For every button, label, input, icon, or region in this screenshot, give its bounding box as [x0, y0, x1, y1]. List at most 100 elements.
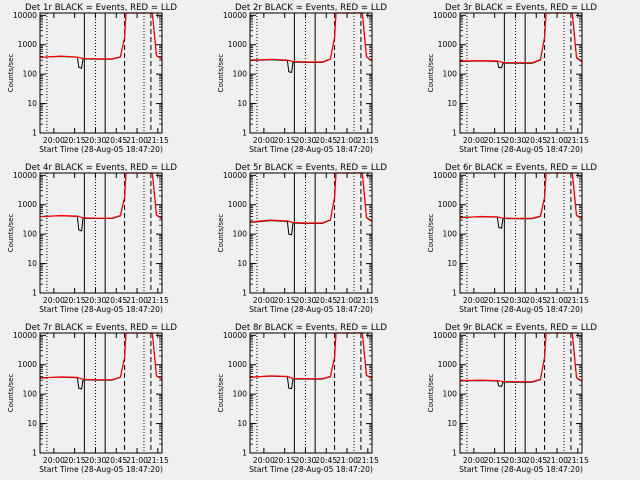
x-tick-label: 20:15	[64, 296, 86, 305]
x-tick-label: 21:00	[336, 296, 358, 305]
detector-panel: Det 5r BLACK = Events, RED = LLD Counts/s…	[217, 163, 387, 314]
y-tick-label: 1000	[438, 40, 457, 49]
plot-frame	[39, 12, 163, 134]
y-tick-label: 1	[452, 449, 457, 458]
x-tick-label: 20:00	[253, 456, 275, 465]
x-tick-label: 20:45	[315, 296, 337, 305]
x-tick-label: 20:00	[253, 136, 275, 145]
y-tick-label: 100	[23, 70, 38, 79]
x-tick-label: 20:45	[105, 296, 127, 305]
detector-panel: Det 1r BLACK = Events, RED = LLD Counts/s…	[7, 3, 177, 154]
x-tick-label: 21:00	[336, 456, 358, 465]
x-tick-label: 20:00	[463, 136, 485, 145]
x-tick-label: 20:45	[105, 456, 127, 465]
y-tick-label: 10	[27, 419, 37, 428]
x-tick-label: 20:30	[505, 136, 527, 145]
panel-title: Det 3r BLACK = Events, RED = LLD	[445, 3, 597, 13]
y-tick-label: 1	[242, 289, 247, 298]
y-tick-label: 100	[23, 230, 38, 239]
x-axis-label: Start Time (28-Aug-05 18:47:20)	[249, 305, 373, 314]
x-tick-label: 20:00	[43, 136, 65, 145]
y-axis-label: Counts/sec	[7, 54, 15, 93]
y-tick-label: 100	[443, 230, 458, 239]
y-axis-label: Counts/sec	[217, 54, 225, 93]
x-tick-label: 20:45	[525, 296, 547, 305]
plot-frame	[249, 12, 373, 134]
x-tick-label: 21:15	[357, 456, 379, 465]
x-tick-label: 21:00	[546, 296, 568, 305]
plot-frame	[249, 332, 373, 454]
y-tick-label: 100	[233, 70, 248, 79]
detector-panel: Det 2r BLACK = Events, RED = LLD Counts/s…	[217, 3, 387, 154]
x-tick-label: 20:15	[274, 136, 296, 145]
plot-frame	[39, 172, 163, 294]
y-tick-label: 1	[32, 449, 37, 458]
y-tick-label: 1	[452, 129, 457, 138]
x-tick-label: 20:30	[505, 456, 527, 465]
y-tick-label: 1000	[18, 40, 37, 49]
plot-frame	[249, 172, 373, 294]
x-tick-label: 21:00	[336, 136, 358, 145]
y-tick-label: 10000	[433, 171, 457, 180]
x-axis-label: Start Time (28-Aug-05 18:47:20)	[459, 465, 583, 474]
x-tick-label: 20:15	[274, 296, 296, 305]
plot-frame	[459, 172, 583, 294]
x-tick-label: 20:45	[315, 456, 337, 465]
x-axis-label: Start Time (28-Aug-05 18:47:20)	[39, 465, 163, 474]
y-tick-label: 1	[242, 129, 247, 138]
x-tick-label: 20:30	[85, 296, 107, 305]
y-tick-label: 1000	[228, 40, 247, 49]
detector-panel: Det 8r BLACK = Events, RED = LLD Counts/s…	[217, 323, 387, 474]
y-tick-label: 10	[237, 419, 247, 428]
x-axis-label: Start Time (28-Aug-05 18:47:20)	[39, 305, 163, 314]
y-axis-label: Counts/sec	[7, 374, 15, 413]
y-tick-label: 100	[443, 390, 458, 399]
y-axis-label: Counts/sec	[7, 214, 15, 253]
x-tick-label: 20:00	[43, 456, 65, 465]
y-tick-label: 100	[233, 390, 248, 399]
x-tick-label: 21:00	[546, 456, 568, 465]
x-tick-label: 20:45	[315, 136, 337, 145]
x-tick-label: 20:15	[64, 456, 86, 465]
detector-panel: Det 9r BLACK = Events, RED = LLD Counts/s…	[427, 323, 597, 474]
y-tick-label: 10	[27, 259, 37, 268]
x-tick-label: 20:00	[43, 296, 65, 305]
y-tick-label: 10	[237, 99, 247, 108]
x-tick-label: 20:30	[505, 296, 527, 305]
y-axis-label: Counts/sec	[427, 214, 435, 253]
y-tick-label: 1000	[438, 200, 457, 209]
x-tick-label: 21:15	[357, 296, 379, 305]
x-axis-label: Start Time (28-Aug-05 18:47:20)	[39, 145, 163, 154]
x-tick-label: 20:45	[105, 136, 127, 145]
x-axis-label: Start Time (28-Aug-05 18:47:20)	[249, 145, 373, 154]
y-tick-label: 10000	[13, 331, 37, 340]
y-tick-label: 1	[242, 449, 247, 458]
x-tick-label: 20:45	[525, 136, 547, 145]
y-tick-label: 10	[447, 419, 457, 428]
x-tick-label: 20:15	[484, 136, 506, 145]
y-tick-label: 10	[447, 259, 457, 268]
detector-panel: Det 7r BLACK = Events, RED = LLD Counts/s…	[7, 323, 177, 474]
x-tick-label: 21:15	[567, 296, 589, 305]
y-axis-label: Counts/sec	[217, 214, 225, 253]
x-tick-label: 20:15	[274, 456, 296, 465]
x-tick-label: 20:00	[463, 456, 485, 465]
detector-panel: Det 4r BLACK = Events, RED = LLD Counts/s…	[7, 163, 177, 314]
x-tick-label: 20:30	[85, 136, 107, 145]
y-tick-label: 10000	[433, 331, 457, 340]
x-tick-label: 21:00	[546, 136, 568, 145]
y-tick-label: 1	[32, 289, 37, 298]
y-tick-label: 10	[237, 259, 247, 268]
x-tick-label: 20:30	[295, 296, 317, 305]
y-tick-label: 100	[233, 230, 248, 239]
x-tick-label: 20:15	[64, 136, 86, 145]
plot-frame	[459, 332, 583, 454]
panel-title: Det 4r BLACK = Events, RED = LLD	[25, 163, 177, 173]
y-tick-label: 10000	[223, 11, 247, 20]
x-axis-label: Start Time (28-Aug-05 18:47:20)	[249, 465, 373, 474]
x-axis-label: Start Time (28-Aug-05 18:47:20)	[459, 305, 583, 314]
panel-title: Det 2r BLACK = Events, RED = LLD	[235, 3, 387, 13]
y-tick-label: 1	[452, 289, 457, 298]
y-tick-label: 10	[447, 99, 457, 108]
